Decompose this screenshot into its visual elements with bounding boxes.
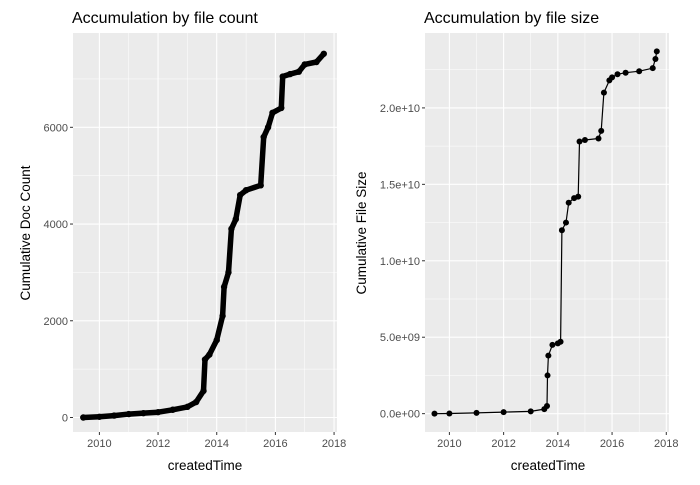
data-point	[595, 135, 602, 142]
data-point	[446, 410, 453, 417]
data-point	[286, 70, 294, 78]
x-axis-label: createdTime	[168, 458, 243, 473]
x-tick-label: 2010	[87, 438, 111, 450]
data-point	[549, 341, 556, 348]
y-tick-label: 4000	[44, 219, 68, 231]
data-point	[206, 351, 213, 358]
data-point	[278, 104, 285, 112]
data-point	[200, 387, 207, 395]
data-point	[257, 182, 264, 189]
x-tick-label: 2016	[263, 438, 287, 450]
y-axis-label: Cumulative Doc Count	[18, 165, 33, 300]
data-point	[220, 283, 228, 291]
data-point	[527, 408, 534, 415]
data-point	[649, 65, 656, 72]
data-point	[558, 227, 565, 234]
data-point	[228, 225, 235, 233]
y-tick-label: 6000	[44, 122, 68, 134]
data-point	[201, 356, 209, 363]
data-point	[545, 352, 552, 359]
y-tick-label: 0.0e+00	[380, 409, 420, 421]
x-tick-label: 2014	[546, 438, 570, 450]
chart-title: Accumulation by file size	[424, 10, 599, 27]
chart-title: Accumulation by file count	[72, 10, 258, 27]
data-point	[575, 193, 582, 200]
data-point	[225, 269, 232, 276]
y-tick-label: 1.5e+10	[380, 179, 420, 191]
x-tick-label: 2018	[654, 438, 678, 450]
data-point	[557, 338, 564, 345]
y-tick-label: 2000	[44, 316, 68, 328]
chart-file-size: Accumulation by file size createdTime Cu…	[354, 10, 679, 473]
data-point	[154, 408, 162, 416]
data-point	[600, 89, 607, 96]
data-point	[653, 48, 660, 55]
y-axis-label: Cumulative File Size	[354, 171, 369, 294]
data-point	[576, 138, 583, 145]
data-point	[313, 58, 320, 66]
data-point	[140, 409, 147, 417]
data-point	[219, 312, 226, 320]
plot-panel	[425, 33, 669, 432]
data-point	[544, 403, 550, 410]
data-point	[110, 412, 118, 419]
data-point	[260, 133, 267, 141]
x-tick-label: 2012	[146, 438, 170, 450]
data-point	[169, 406, 176, 413]
x-tick-label: 2018	[322, 438, 346, 450]
data-point	[96, 413, 103, 420]
y-tick-label: 2.0e+10	[380, 103, 420, 115]
x-tick-label: 2016	[600, 438, 624, 450]
data-point	[622, 69, 629, 76]
data-point	[242, 186, 250, 194]
data-point	[264, 124, 272, 131]
data-point	[320, 50, 327, 57]
data-point	[598, 127, 605, 134]
data-point	[269, 109, 276, 117]
data-point	[301, 61, 308, 68]
data-point	[614, 71, 621, 78]
data-point	[80, 414, 87, 421]
data-point	[473, 409, 480, 416]
x-tick-label: 2014	[204, 438, 228, 450]
data-point	[636, 68, 643, 75]
data-point	[609, 74, 616, 81]
data-point	[193, 398, 200, 406]
data-point	[125, 410, 132, 418]
data-point	[232, 216, 239, 223]
data-point	[544, 372, 551, 379]
x-tick-label: 2012	[491, 438, 515, 450]
y-tick-label: 5.0e+09	[380, 332, 420, 344]
data-point	[562, 219, 569, 226]
data-point	[237, 191, 244, 199]
y-tick-label: 1.0e+10	[380, 256, 420, 268]
y-tick-label: 0	[62, 412, 68, 424]
data-point	[279, 73, 286, 80]
chart-file-count: Accumulation by file count createdTime C…	[18, 10, 346, 473]
data-point	[652, 55, 659, 62]
data-point	[184, 403, 191, 411]
data-point	[500, 409, 507, 416]
x-tick-label: 2010	[437, 438, 461, 450]
data-point	[213, 336, 220, 344]
x-axis-label: createdTime	[511, 458, 586, 473]
data-point	[295, 68, 303, 75]
data-point	[431, 410, 438, 417]
data-point	[565, 199, 572, 206]
data-point	[581, 137, 588, 144]
